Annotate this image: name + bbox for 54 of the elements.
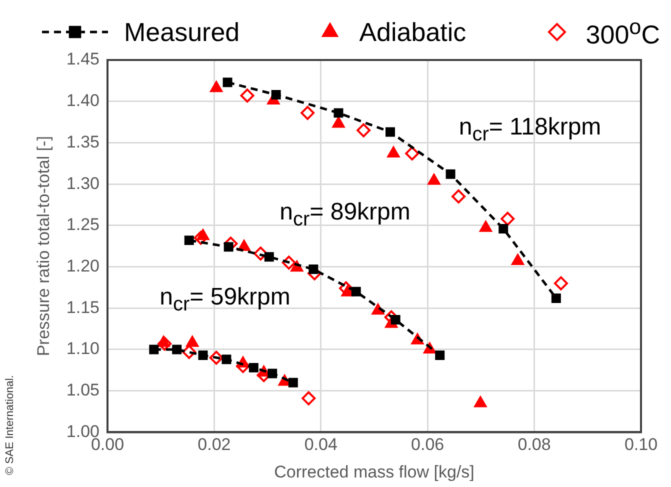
legend-label: 300$^{o}$C [586, 14, 660, 51]
point [351, 286, 361, 296]
y-tick-label: 1.20 [66, 256, 100, 276]
y-tick-label: 1.35 [66, 132, 100, 152]
point [240, 88, 254, 103]
point [271, 90, 281, 100]
point [427, 173, 441, 185]
legend-label: Measured [124, 16, 240, 48]
text: © SAE International. [4, 375, 16, 475]
point [264, 252, 274, 262]
point [386, 127, 395, 137]
x-tick-label: 0.08 [518, 435, 551, 454]
point [500, 212, 515, 226]
y-tick-label: 1.25 [66, 215, 100, 234]
annotation: n$_{cr}$= 89krpm [280, 198, 410, 232]
x-axis-title: Corrected mass flow [kg/s] [274, 462, 474, 482]
annotation: n$_{cr}$= 118krpm [458, 114, 602, 146]
point [405, 146, 420, 160]
point [222, 354, 232, 364]
point [334, 108, 344, 118]
x-tick-label: 0.04 [304, 435, 338, 454]
x-tick-label: 0.02 [198, 435, 231, 454]
point [551, 293, 561, 303]
point [172, 344, 182, 354]
point [452, 189, 466, 204]
point [498, 224, 508, 234]
point [435, 350, 445, 360]
y-tick-label: 1.10 [66, 339, 100, 358]
y-tick-label: 1.40 [66, 91, 100, 110]
point [356, 123, 371, 138]
point [149, 344, 159, 354]
point [554, 276, 568, 290]
point [300, 106, 315, 120]
point [210, 80, 223, 92]
x-tick-label: 0.10 [624, 435, 658, 454]
legend-label: Adiabatic [359, 16, 466, 48]
point [222, 78, 232, 88]
point [332, 116, 346, 128]
point [184, 236, 194, 246]
y-tick-label: 1.05 [66, 380, 100, 400]
point [302, 391, 316, 406]
x-tick-label: 0.06 [411, 435, 444, 454]
point [248, 362, 258, 372]
point [198, 350, 208, 360]
y-tick-label: 1.15 [66, 298, 100, 317]
y-tick-label: 1.45 [66, 50, 100, 69]
point [308, 264, 318, 274]
point [268, 368, 278, 378]
y-tick-label: 1.30 [66, 174, 100, 193]
point [446, 169, 456, 179]
annotation: n$_{cr}$= 59krpm [160, 284, 290, 316]
y-axis-title: Pressure ratio total-to-total [-] [34, 136, 53, 356]
point [288, 378, 298, 388]
point [196, 228, 210, 240]
